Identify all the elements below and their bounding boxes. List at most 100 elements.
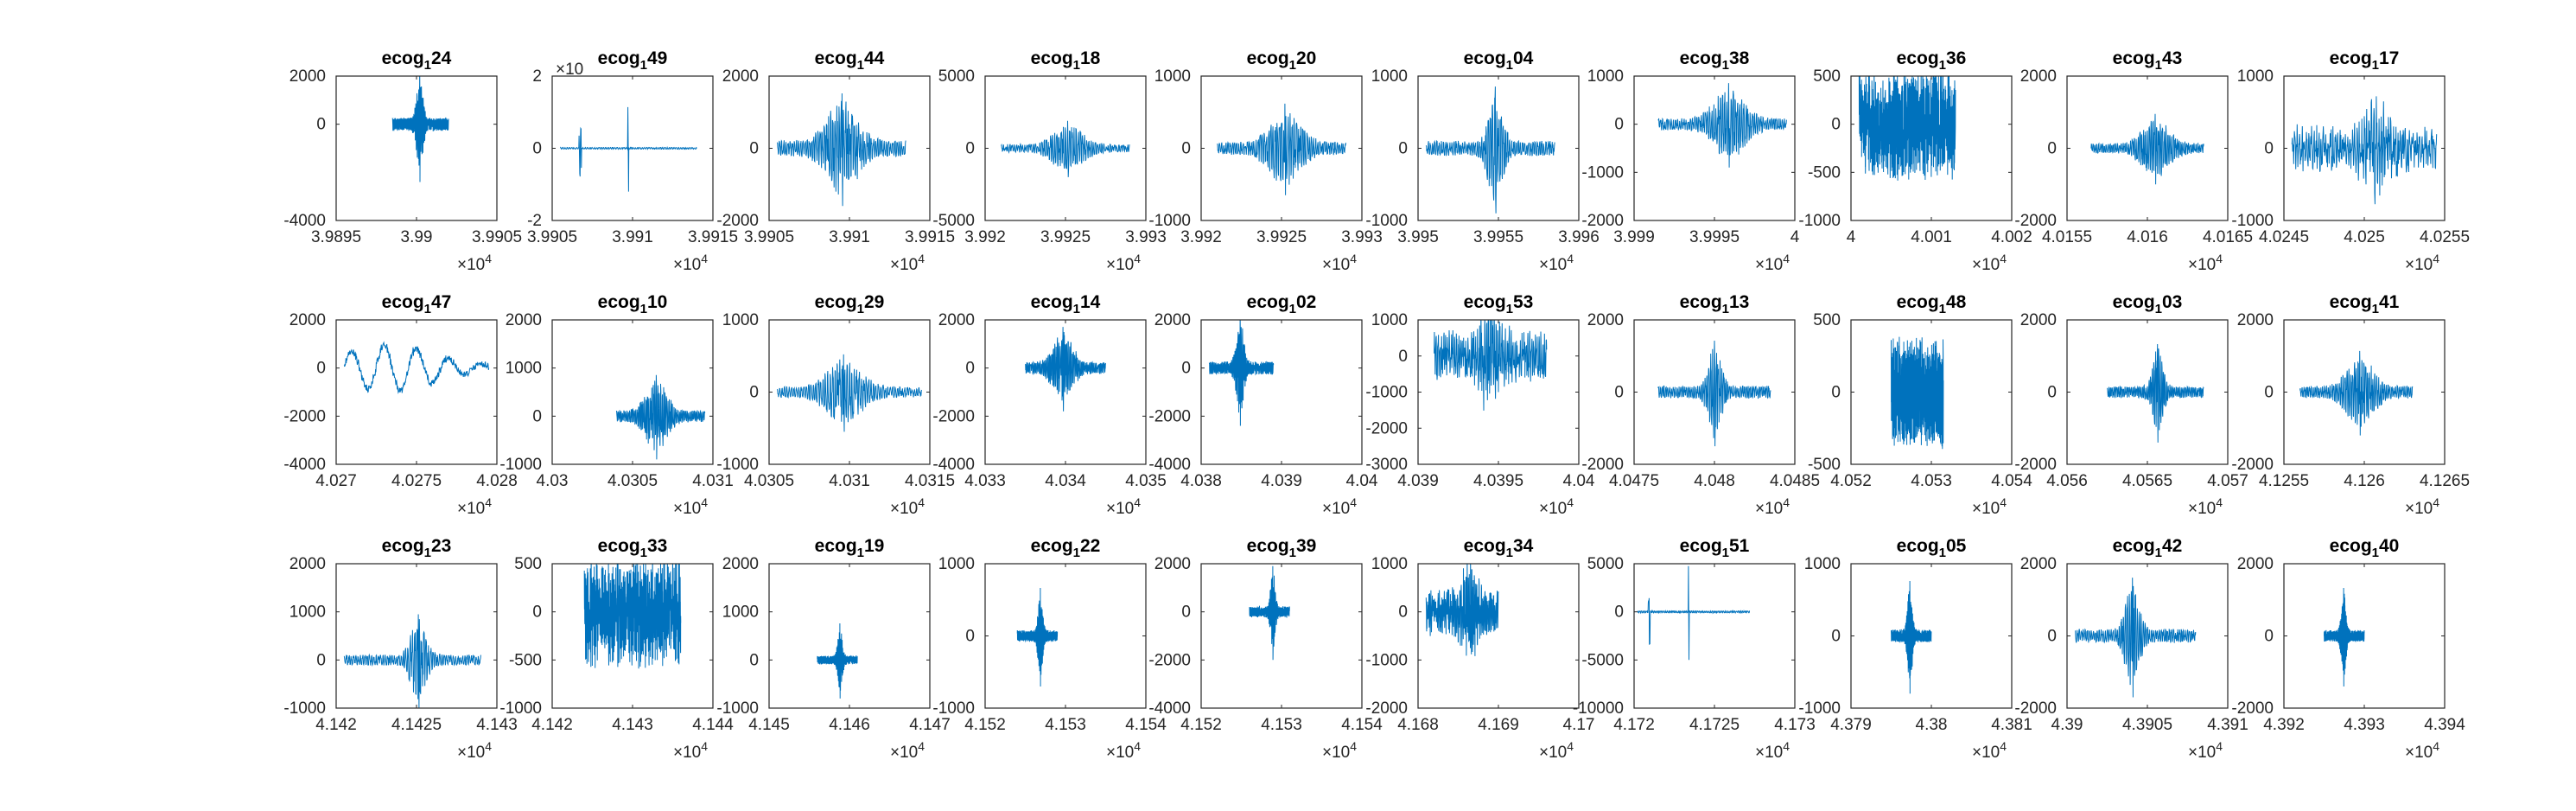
x-exponent-label: ×104 <box>2405 252 2439 274</box>
series-line <box>1217 103 1346 195</box>
x-tick-label: 4.17 <box>1563 716 1595 734</box>
y-tick-label: -4000 <box>1148 699 1191 718</box>
subplot-title: ecog134 <box>1464 536 1534 560</box>
y-tick-label: -10000 <box>1573 699 1624 718</box>
x-tick-label: 4.394 <box>2424 716 2465 734</box>
series-line <box>2107 343 2204 443</box>
subplot-title: ecog105 <box>1897 536 1967 560</box>
y-tick-label: 2000 <box>289 311 326 329</box>
subplot-title: ecog141 <box>2330 292 2400 316</box>
series-line <box>343 614 481 708</box>
x-tick-label: 4.025 <box>2344 228 2385 246</box>
x-exponent-label: ×104 <box>457 495 492 518</box>
y-tick-label: 1000 <box>1371 311 1408 329</box>
x-tick-label: 4.054 <box>1991 472 2032 490</box>
y-tick-label: 2000 <box>289 555 326 573</box>
y-tick-label: -2000 <box>1365 419 1408 437</box>
y-tick-label: -4000 <box>283 212 326 230</box>
y-tick-label: -2000 <box>932 407 975 425</box>
y-tick-label: -1000 <box>716 456 759 474</box>
subplot-title: ecog153 <box>1464 292 1534 316</box>
y-tick-label: 1000 <box>722 311 759 329</box>
series-line <box>1016 587 1059 687</box>
x-tick-label: 4.039 <box>1397 472 1439 490</box>
x-tick-label: 4 <box>1790 228 1800 246</box>
y-tick-label: -2000 <box>283 407 326 425</box>
x-exponent-label: ×104 <box>673 252 708 274</box>
x-tick-label: 4.153 <box>1045 716 1086 734</box>
x-tick-label: 4.142 <box>531 716 573 734</box>
y-tick-label: 2000 <box>1587 311 1624 329</box>
subplot-title: ecog110 <box>598 292 668 316</box>
x-tick-label: 3.9905 <box>744 228 794 246</box>
x-exponent-label: ×104 <box>1539 495 1574 518</box>
y-tick-label: -2000 <box>1148 651 1191 669</box>
series-line <box>1434 320 1548 411</box>
y-tick-label: -2000 <box>1581 212 1624 230</box>
y-tick-label: 2000 <box>2020 555 2057 573</box>
y-tick-label: -1000 <box>1365 212 1408 230</box>
y-tick-label: 0 <box>1831 116 1841 134</box>
x-tick-label: 4.0485 <box>1770 472 1820 490</box>
y-tick-label: 0 <box>2047 384 2057 402</box>
y-tick-label: 1000 <box>289 603 326 622</box>
y-tick-label: 0 <box>749 140 759 158</box>
axes-box <box>768 563 931 709</box>
y-tick-label: 0 <box>2047 140 2057 158</box>
x-tick-label: 4.143 <box>612 716 653 734</box>
y-tick-label: 0 <box>1181 360 1191 378</box>
y-tick-label: 5000 <box>938 67 975 86</box>
series-line <box>1858 76 1956 181</box>
series-line <box>776 93 906 207</box>
subplot: 500 0 -500 -1000 4 4.001 4.002 ×104 ecog136 <box>1798 48 2032 274</box>
y-tick-label: 2000 <box>722 67 759 86</box>
y-tick-label: 1000 <box>722 603 759 622</box>
subplot-title: ecog143 <box>2113 48 2183 73</box>
x-exponent-label: ×104 <box>673 739 708 762</box>
x-tick-label: 4.147 <box>909 716 951 734</box>
y-tick-label: 2 <box>532 67 542 86</box>
x-tick-label: 4.031 <box>692 472 734 490</box>
series-line <box>1637 565 1751 661</box>
subplot-title: ecog129 <box>815 292 885 316</box>
y-tick-label: 0 <box>2264 140 2274 158</box>
x-tick-label: 4.016 <box>2127 228 2168 246</box>
x-tick-label: 3.991 <box>612 228 653 246</box>
series-line <box>2324 587 2365 687</box>
y-tick-label: 2000 <box>2020 311 2057 329</box>
x-tick-label: 4.039 <box>1261 472 1302 490</box>
subplot-title: ecog140 <box>2330 536 2400 560</box>
x-tick-label: 4.154 <box>1125 716 1167 734</box>
x-tick-label: 4.052 <box>1830 472 1872 490</box>
subplot-title: ecog114 <box>1031 292 1101 316</box>
series-line <box>2291 96 2438 205</box>
y-tick-label: -5000 <box>1581 651 1624 669</box>
x-tick-label: 3.995 <box>1397 228 1439 246</box>
y-tick-label: -1000 <box>283 699 326 718</box>
y-tick-label: 0 <box>2264 628 2274 646</box>
axes-box <box>984 319 1147 465</box>
subplot-title: ecog120 <box>1247 48 1317 73</box>
y-tick-label: -1000 <box>932 699 975 718</box>
y-tick-label: -5000 <box>932 212 975 230</box>
series-line <box>2299 350 2414 436</box>
subplot-title: ecog139 <box>1247 536 1317 560</box>
y-exponent-label: ×10 <box>556 61 583 79</box>
y-tick-label: -3000 <box>1365 456 1408 474</box>
series-line <box>1025 327 1106 412</box>
series-line <box>343 341 490 394</box>
y-tick-label: 0 <box>532 603 542 622</box>
y-tick-label: 5000 <box>1587 555 1624 573</box>
x-exponent-label: ×104 <box>1972 739 2007 762</box>
x-tick-label: 4.0305 <box>744 472 794 490</box>
subplot-title: ecog117 <box>2330 48 2400 73</box>
subplot-title: ecog124 <box>382 48 452 73</box>
